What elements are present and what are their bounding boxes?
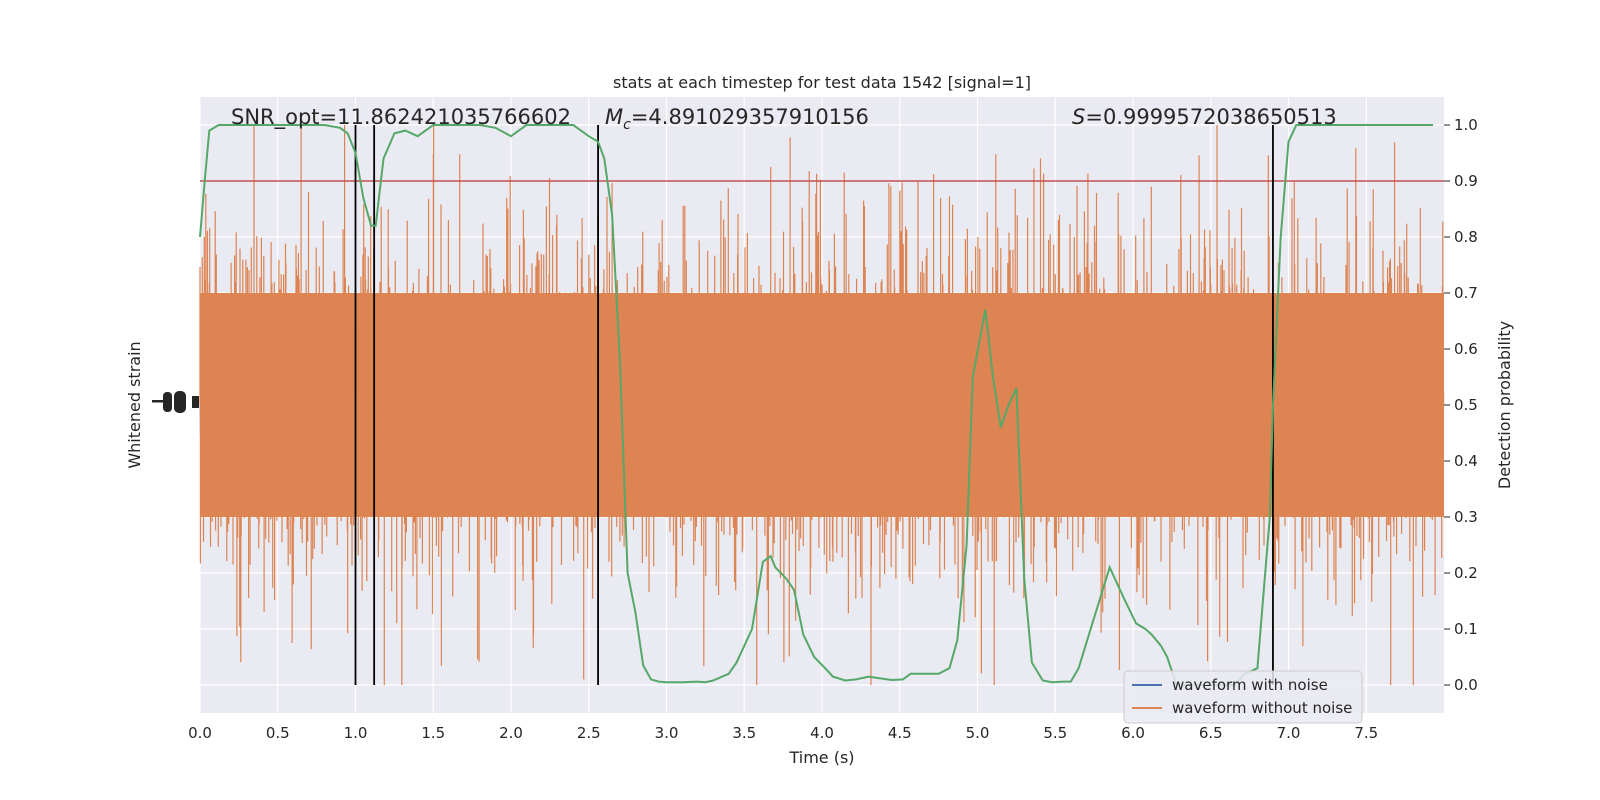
vertical-markers <box>354 125 1274 685</box>
snr-annotation: SNR_opt=11.862421035766602 <box>231 105 571 130</box>
y-tick-label: 0.8 <box>1454 228 1478 246</box>
y-tick-label: 0.0 <box>1454 676 1478 694</box>
x-tick-label: 2.0 <box>499 724 523 742</box>
chart-title: stats at each timestep for test data 154… <box>613 73 1031 92</box>
y-tick-label: 0.3 <box>1454 508 1478 526</box>
y-tick-label: 0.1 <box>1454 620 1478 638</box>
y-tick-label: 0.7 <box>1454 284 1478 302</box>
y-axis-label-right: Detection probability <box>1495 321 1514 489</box>
s-value: =0.9999572038650513 <box>1085 105 1336 129</box>
waveform-without-noise <box>199 125 1445 685</box>
legend-label-with-noise: waveform with noise <box>1172 676 1328 694</box>
x-tick-label: 1.0 <box>344 724 368 742</box>
x-tick-label: 5.0 <box>966 724 990 742</box>
chirp-mass-annotation: Mc=4.891029357910156 <box>605 105 869 133</box>
y-tick-label: 0.4 <box>1454 452 1478 470</box>
s-symbol: S <box>1072 105 1085 129</box>
detection-probability-line <box>199 124 1434 686</box>
x-axis-label: Time (s) <box>788 748 854 767</box>
mc-value: =4.891029357910156 <box>631 105 869 129</box>
legend-box <box>1123 670 1363 724</box>
y-tick-label: 0.6 <box>1454 340 1478 358</box>
x-tick-label: 0.0 <box>188 724 212 742</box>
mc-subscript: c <box>623 117 631 133</box>
x-tick-label: 6.5 <box>1199 724 1223 742</box>
x-tick-labels: 0.0 0.5 1.0 1.5 2.0 2.5 3.0 3.5 4.0 4.5 5.0 5.5 6.0 6… <box>188 724 1378 742</box>
x-tick-label: 7.5 <box>1354 724 1378 742</box>
x-tick-label: 7.0 <box>1277 724 1301 742</box>
x-tick-label: 2.5 <box>577 724 601 742</box>
y-axis-label-left: Whitened strain <box>125 341 144 468</box>
x-tick-label: 0.5 <box>266 724 290 742</box>
mc-symbol: M <box>605 105 623 129</box>
legend: waveform with noise waveform without noi… <box>1123 670 1363 724</box>
x-tick-label: 5.5 <box>1043 724 1067 742</box>
y-tick-label: 1.0 <box>1454 116 1478 134</box>
y-tick-labels-right: 0.0 0.1 0.2 0.3 0.4 0.5 0.6 0.7 0.8 0.9 1.0 <box>1444 116 1478 694</box>
s-annotation: S=0.9999572038650513 <box>1072 105 1337 129</box>
y-tick-label: 0.5 <box>1454 396 1478 414</box>
y-tick-label: 0.2 <box>1454 564 1478 582</box>
legend-label-without-noise: waveform without noise <box>1172 699 1352 717</box>
strain-waveform-series <box>199 125 1445 685</box>
x-tick-label: 4.5 <box>888 724 912 742</box>
x-tick-label: 3.0 <box>655 724 679 742</box>
x-tick-label: 1.5 <box>421 724 445 742</box>
x-tick-label: 3.5 <box>732 724 756 742</box>
left-axis-marks <box>152 391 199 413</box>
x-tick-label: 4.0 <box>810 724 834 742</box>
y-tick-label: 0.9 <box>1454 172 1478 190</box>
x-tick-label: 6.0 <box>1121 724 1145 742</box>
